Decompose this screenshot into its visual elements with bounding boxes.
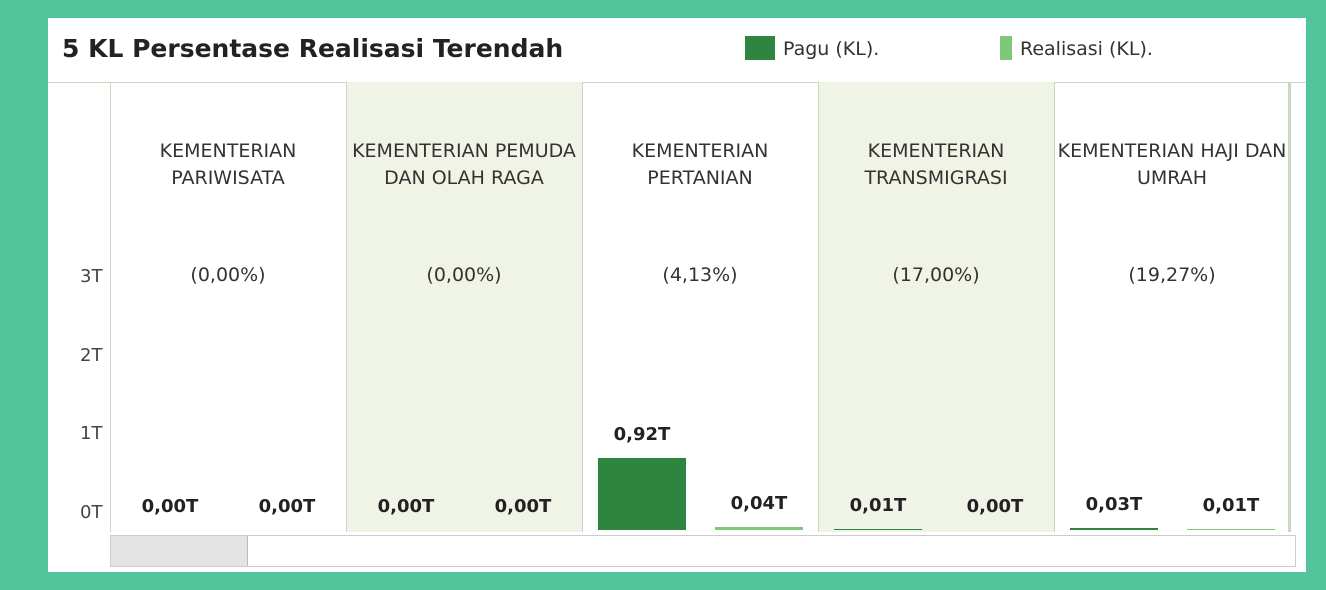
value-label: 0,04T <box>730 492 788 514</box>
column-pane <box>818 82 1055 532</box>
column-pane <box>1054 82 1291 532</box>
value-label: 0,03T <box>1085 493 1143 515</box>
category-label: KEMENTERIAN TRANSMIGRASI <box>864 140 1008 189</box>
value-label: 0,00T <box>966 496 1024 517</box>
bar <box>1187 529 1275 530</box>
value-label: 0,00T <box>258 496 316 517</box>
legend-label: Realisasi (KL). <box>1020 38 1153 60</box>
legend-label: Pagu (KL). <box>783 38 880 60</box>
percent-label: (19,27%) <box>1128 264 1216 286</box>
percent-label: (0,00%) <box>190 264 266 286</box>
legend-swatch <box>745 36 775 60</box>
y-tick-label: 2T <box>80 344 103 366</box>
value-label: 0,01T <box>1202 495 1260 517</box>
category-label: KEMENTERIAN PERTANIAN <box>631 140 769 189</box>
legend-swatch <box>1000 36 1012 60</box>
column-pane <box>110 82 347 532</box>
y-tick-label: 3T <box>80 266 103 288</box>
header-divider <box>48 82 1306 83</box>
bar <box>834 529 922 530</box>
bar <box>1070 527 1158 530</box>
chart-title: 5 KL Persentase Realisasi Terendah <box>62 34 564 63</box>
column-pane <box>346 82 583 532</box>
bar <box>715 526 803 530</box>
bar <box>598 457 686 530</box>
value-label: 0,00T <box>377 496 435 517</box>
percent-label: (17,00%) <box>892 264 980 286</box>
y-tick-label: 0T <box>80 502 103 523</box>
value-label: 0,92T <box>613 423 671 445</box>
value-label: 0,00T <box>141 496 199 517</box>
column-pane <box>582 82 819 532</box>
value-label: 0,01T <box>849 495 907 517</box>
scrollbar-thumb[interactable] <box>111 536 248 566</box>
pane-border <box>1288 82 1291 532</box>
percent-label: (0,00%) <box>426 264 502 286</box>
value-label: 0,00T <box>494 496 552 517</box>
category-label: KEMENTERIAN HAJI DAN UMRAH <box>1057 140 1287 189</box>
category-label: KEMENTERIAN PARIWISATA <box>159 140 297 189</box>
percent-label: (4,13%) <box>662 264 738 286</box>
scrollbar[interactable] <box>110 535 1296 567</box>
category-label: KEMENTERIAN PEMUDA DAN OLAH RAGA <box>352 140 576 189</box>
y-tick-label: 1T <box>80 423 103 445</box>
